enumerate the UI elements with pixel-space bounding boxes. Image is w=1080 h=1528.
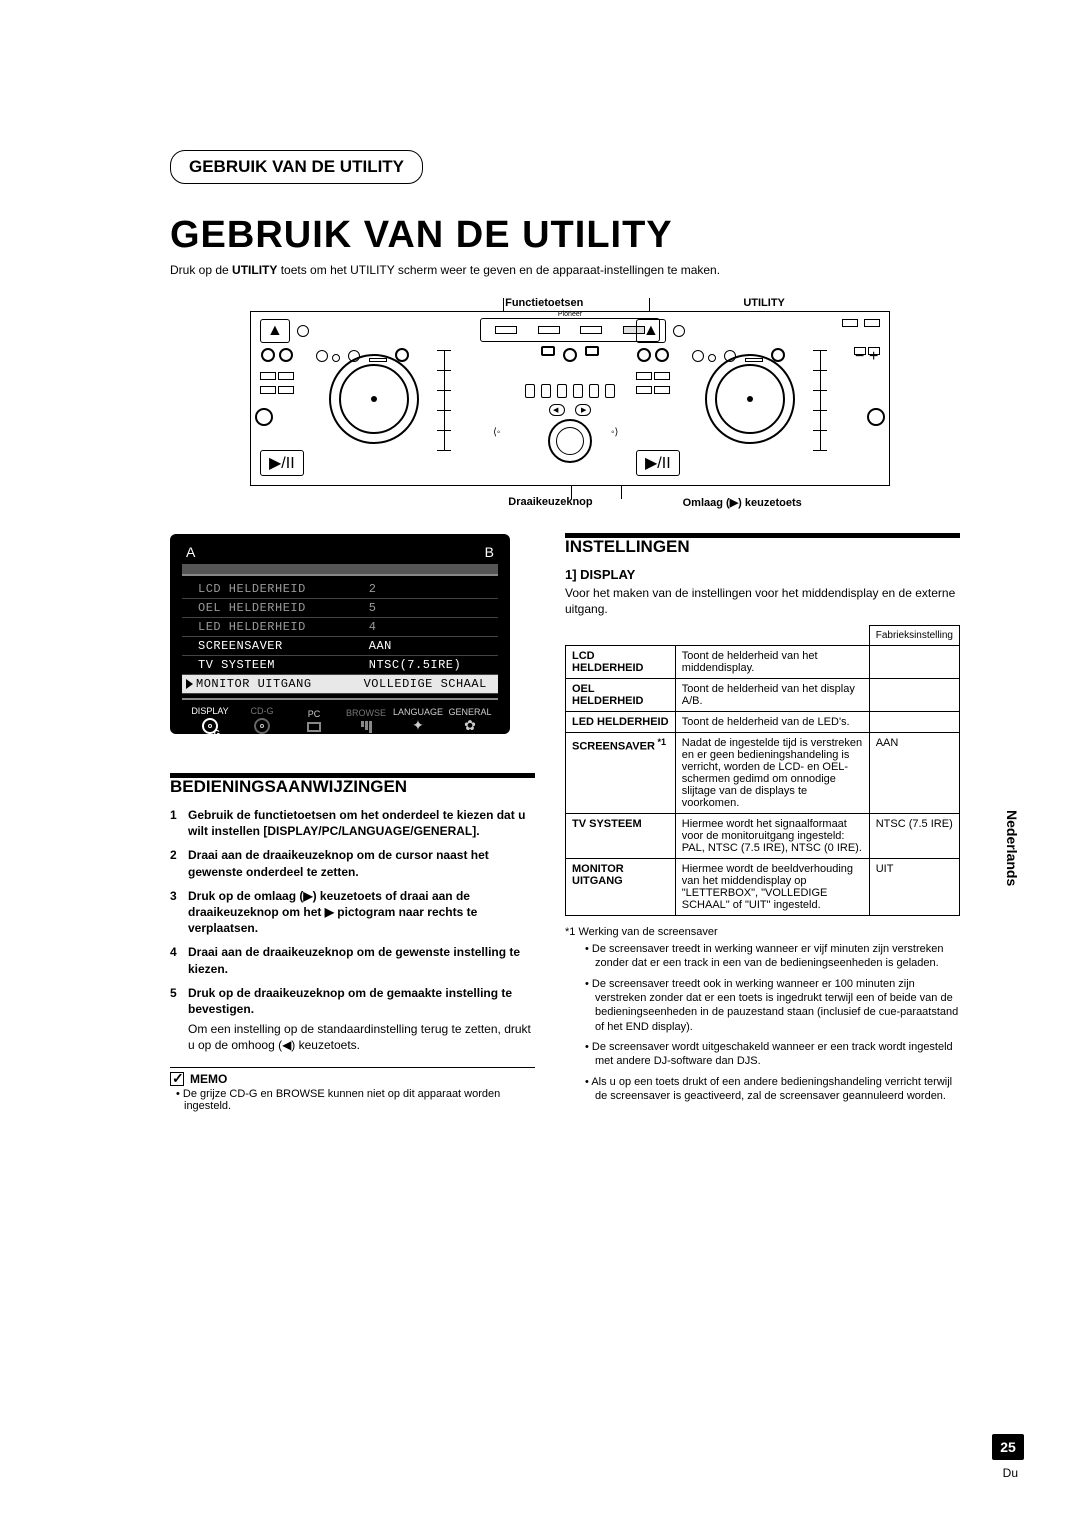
lcd-tab: DISPLAYG — [184, 706, 236, 734]
steps-list: 1Gebruik de functietoetsen om het onderd… — [170, 807, 535, 1017]
footnotes: *1 Werking van de screensaver De screens… — [565, 926, 960, 1103]
diagram-top-labels: Functietoetsen UTILITY — [170, 297, 970, 309]
lcd-a-label: A — [186, 544, 195, 560]
label-functietoetsen: Functietoetsen — [505, 297, 583, 309]
settings-sub-title: 1] DISPLAY — [565, 567, 960, 582]
label-draaikeuzeknop: Draaikeuzeknop — [508, 496, 592, 509]
table-row: OEL HELDERHEIDToont de helderheid van he… — [566, 679, 960, 712]
intro-post: toets om het UTILITY scherm weer te geve… — [277, 263, 720, 277]
footnote-item: De screensaver treedt ook in werking wan… — [585, 977, 960, 1034]
lcd-row: LED HELDERHEID4 — [182, 618, 498, 637]
table-row: LED HELDERHEIDToont de helderheid van de… — [566, 712, 960, 733]
intro-pre: Druk op de — [170, 263, 232, 277]
table-row: MONITOR UITGANGHiermee wordt de beeldver… — [566, 859, 960, 916]
settings-table: Fabrieksinstelling LCD HELDERHEIDToont d… — [565, 625, 960, 916]
step-item: 1Gebruik de functietoetsen om het onderd… — [170, 807, 535, 839]
step5-sub: Om een instelling op de standaardinstell… — [188, 1021, 535, 1053]
memo-text: De grijze CD-G en BROWSE kunnen niet op … — [170, 1088, 535, 1112]
side-language-tab: Nederlands — [1004, 810, 1020, 886]
table-row: LCD HELDERHEIDToont de helderheid van he… — [566, 646, 960, 679]
intro-bold: UTILITY — [232, 263, 277, 277]
lcd-b-label: B — [485, 544, 494, 560]
lcd-row: MONITOR UITGANGVOLLEDIGE SCHAAL — [182, 675, 498, 694]
lcd-tab: PC — [288, 709, 340, 732]
footnote-header: *1 Werking van de screensaver — [565, 926, 960, 938]
lcd-screenshot: A B LCD HELDERHEID2OEL HELDERHEID5LED HE… — [170, 534, 510, 734]
step-item: 4Draai aan de draaikeuzeknop om de gewen… — [170, 944, 535, 976]
table-row: SCREENSAVER *1Nadat de ingestelde tijd i… — [566, 733, 960, 814]
section-header: GEBRUIK VAN DE UTILITY — [170, 150, 423, 184]
lcd-row: SCREENSAVERAAN — [182, 637, 498, 656]
lcd-tab: BROWSE — [340, 708, 392, 733]
table-row: TV SYSTEEMHiermee wordt het signaalforma… — [566, 814, 960, 859]
header-default: Fabrieksinstelling — [869, 626, 959, 646]
lcd-tab: CD-G — [236, 706, 288, 734]
page-lang-abbr: Du — [1003, 1466, 1018, 1480]
footnote-item: De screensaver treedt in werking wanneer… — [585, 942, 960, 971]
instructions-title: BEDIENINGSAANWIJZINGEN — [170, 774, 535, 797]
diagram-bottom-labels: Draaikeuzeknop Omlaag (▶) keuzetoets — [170, 496, 970, 509]
step-item: 3Druk op de omlaag (▶) keuzetoets of dra… — [170, 888, 535, 937]
memo-header: MEMO — [170, 1067, 535, 1086]
check-icon — [170, 1072, 184, 1086]
lcd-tab: GENERAL✿ — [444, 707, 496, 734]
main-title: GEBRUIK VAN DE UTILITY — [170, 214, 970, 257]
label-omlaag: Omlaag (▶) keuzetoets — [683, 496, 802, 509]
settings-title: INSTELLINGEN — [565, 534, 960, 557]
page-number: 25 — [992, 1434, 1024, 1460]
footnote-item: Als u op een toets drukt of een andere b… — [585, 1075, 960, 1104]
lcd-row: TV SYSTEEMNTSC(7.5IRE) — [182, 656, 498, 675]
device-diagram: Pioneer ▲ — [250, 311, 890, 486]
label-utility: UTILITY — [743, 297, 785, 309]
lcd-row: OEL HELDERHEID5 — [182, 599, 498, 618]
intro-text: Druk op de UTILITY toets om het UTILITY … — [170, 263, 970, 277]
settings-sub-intro: Voor het maken van de instellingen voor … — [565, 586, 960, 617]
step-item: 5Druk op de draaikeuzeknop om de gemaakt… — [170, 985, 535, 1017]
lcd-tab: LANGUAGE✦ — [392, 707, 444, 734]
memo-label: MEMO — [190, 1072, 227, 1086]
step-item: 2Draai aan de draaikeuzeknop om de curso… — [170, 847, 535, 879]
footnote-item: De screensaver wordt uitgeschakeld wanne… — [585, 1040, 960, 1069]
lcd-row: LCD HELDERHEID2 — [182, 580, 498, 599]
